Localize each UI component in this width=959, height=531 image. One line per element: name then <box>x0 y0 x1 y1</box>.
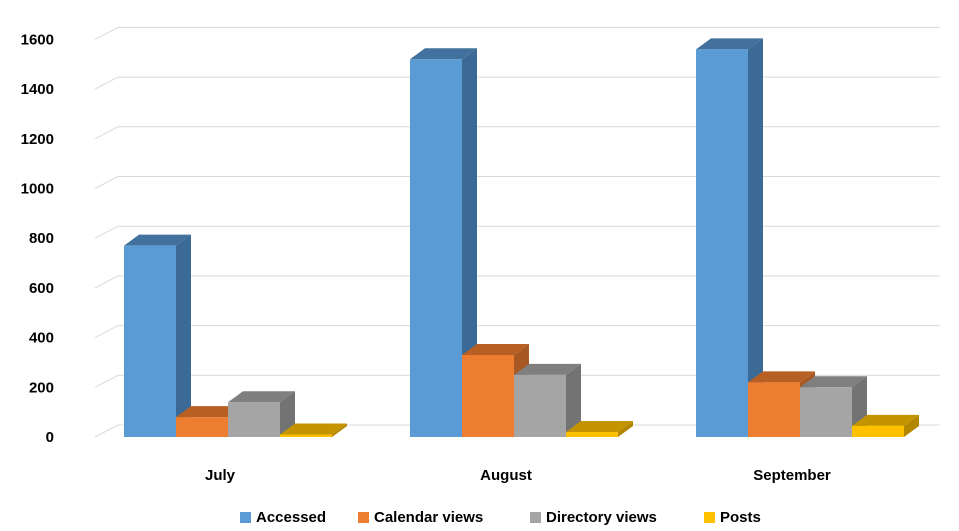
bar-top <box>176 406 243 418</box>
bar-top <box>696 38 763 50</box>
bar-top <box>852 414 919 426</box>
legend-label: Calendar views <box>374 509 483 526</box>
gridline-600 <box>94 275 940 289</box>
y-tick-label-1600: 1600 <box>21 31 54 48</box>
y-tick-label-1200: 1200 <box>21 131 54 148</box>
bar-front <box>566 432 618 437</box>
y-tick-label-1000: 1000 <box>21 181 54 198</box>
bar-side <box>618 421 633 437</box>
bar-side <box>280 391 295 437</box>
bar-side <box>904 414 919 437</box>
y-tick-label-600: 600 <box>29 280 54 297</box>
bar-front <box>280 434 332 437</box>
legend-swatch <box>530 512 541 523</box>
bar-side <box>176 234 191 437</box>
bar-side <box>748 38 763 438</box>
y-tick-label-1400: 1400 <box>21 81 54 98</box>
bar-top <box>514 363 581 375</box>
bar-front <box>462 354 514 437</box>
bar-side <box>332 423 347 437</box>
legend-swatch <box>240 512 251 523</box>
bar-front <box>228 402 280 437</box>
legend-swatch <box>358 512 369 523</box>
gridline-1200 <box>94 126 940 140</box>
bar-posts-july <box>280 423 347 437</box>
gridline-200 <box>94 374 940 388</box>
gridline-400 <box>94 325 940 339</box>
y-tick-label-400: 400 <box>29 330 54 347</box>
legend-swatch <box>704 512 715 523</box>
legend-label: Directory views <box>546 509 657 526</box>
x-axis: July August September <box>205 467 831 484</box>
bar-top <box>280 423 347 435</box>
bar-directory-views-july <box>228 391 295 437</box>
gridline-0 <box>94 424 940 438</box>
y-tick-label-800: 800 <box>29 230 54 247</box>
y-axis: 0 200 400 600 800 1000 1200 1400 1600 <box>21 31 54 446</box>
bar-accessed-september <box>696 38 763 438</box>
legend-label: Accessed <box>256 509 326 526</box>
bar-top <box>410 48 477 60</box>
bar-top <box>800 376 867 388</box>
legend: Accessed Calendar views Directory views Pos… <box>240 509 761 526</box>
y-tick-label-200: 200 <box>29 379 54 396</box>
bar-accessed-july <box>124 234 191 437</box>
bar-top <box>124 234 191 246</box>
bar-top <box>462 343 529 355</box>
bar-side <box>462 48 477 437</box>
bar-posts-august <box>566 421 633 437</box>
x-tick-label-august: August <box>480 467 532 484</box>
gridline-1400 <box>94 76 940 90</box>
bar-accessed-august <box>410 48 477 437</box>
legend-item-accessed: Accessed <box>240 509 326 526</box>
bar-front <box>176 417 228 437</box>
gridline-1600 <box>94 26 940 40</box>
bar-front <box>410 59 462 437</box>
bar-front <box>696 49 748 438</box>
bar-top <box>566 421 633 433</box>
bar-posts-september <box>852 414 919 437</box>
gridline-800 <box>94 225 940 239</box>
bar-front <box>514 374 566 437</box>
bar-front <box>124 245 176 437</box>
bars <box>124 38 919 438</box>
bar-front <box>800 387 852 437</box>
gridline-1000 <box>94 176 940 189</box>
gridlines <box>94 26 940 438</box>
bar-directory-views-august <box>514 363 581 437</box>
legend-item-posts: Posts <box>704 509 761 526</box>
legend-label: Posts <box>720 509 761 526</box>
legend-item-calendar-views: Calendar views <box>358 509 483 526</box>
x-tick-label-july: July <box>205 467 236 484</box>
bar-front <box>748 382 800 437</box>
bar-directory-views-september <box>800 376 867 437</box>
x-tick-label-september: September <box>753 467 831 484</box>
bar-top <box>228 391 295 403</box>
bar-top <box>748 371 815 383</box>
legend-item-directory-views: Directory views <box>530 509 657 526</box>
bar-front <box>852 425 904 437</box>
bar-side <box>566 363 581 437</box>
y-tick-label-0: 0 <box>46 429 54 446</box>
